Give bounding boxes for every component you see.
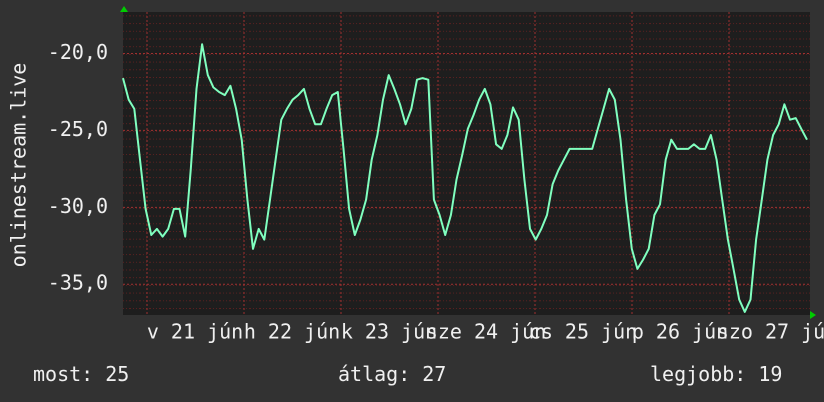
x-tick-label: p 26 jún — [632, 320, 728, 344]
axis-arrow — [810, 311, 816, 319]
x-tick-label: cs 25 jún — [529, 320, 637, 344]
stat: legjobb: 19 — [650, 362, 782, 386]
x-tick-label: sze 24 jún — [426, 320, 546, 344]
stat-label: legjobb: — [650, 362, 746, 386]
y-tick-label: -25,0 — [48, 117, 108, 141]
stat-value: 27 — [422, 362, 446, 386]
stat-label: átlag: — [338, 362, 410, 386]
y-axis-title: onlinestream.live — [7, 63, 31, 268]
stat: átlag: 27 — [338, 362, 446, 386]
x-tick-label: k 23 jún — [341, 320, 437, 344]
x-tick-label: v 21 jún — [147, 320, 243, 344]
stat: most: 25 — [33, 362, 129, 386]
x-tick-label: szo 27 jún — [717, 320, 824, 344]
y-tick-label: -30,0 — [48, 194, 108, 218]
minor-grid — [123, 12, 810, 315]
axis-arrow — [120, 6, 128, 12]
stat-value: 19 — [758, 362, 782, 386]
y-tick-label: -20,0 — [48, 40, 108, 64]
data-line — [122, 43, 808, 313]
y-tick-label: -35,0 — [48, 271, 108, 295]
stat-label: most: — [33, 362, 93, 386]
stat-value: 25 — [105, 362, 129, 386]
x-tick-label: h 22 jún — [244, 320, 340, 344]
